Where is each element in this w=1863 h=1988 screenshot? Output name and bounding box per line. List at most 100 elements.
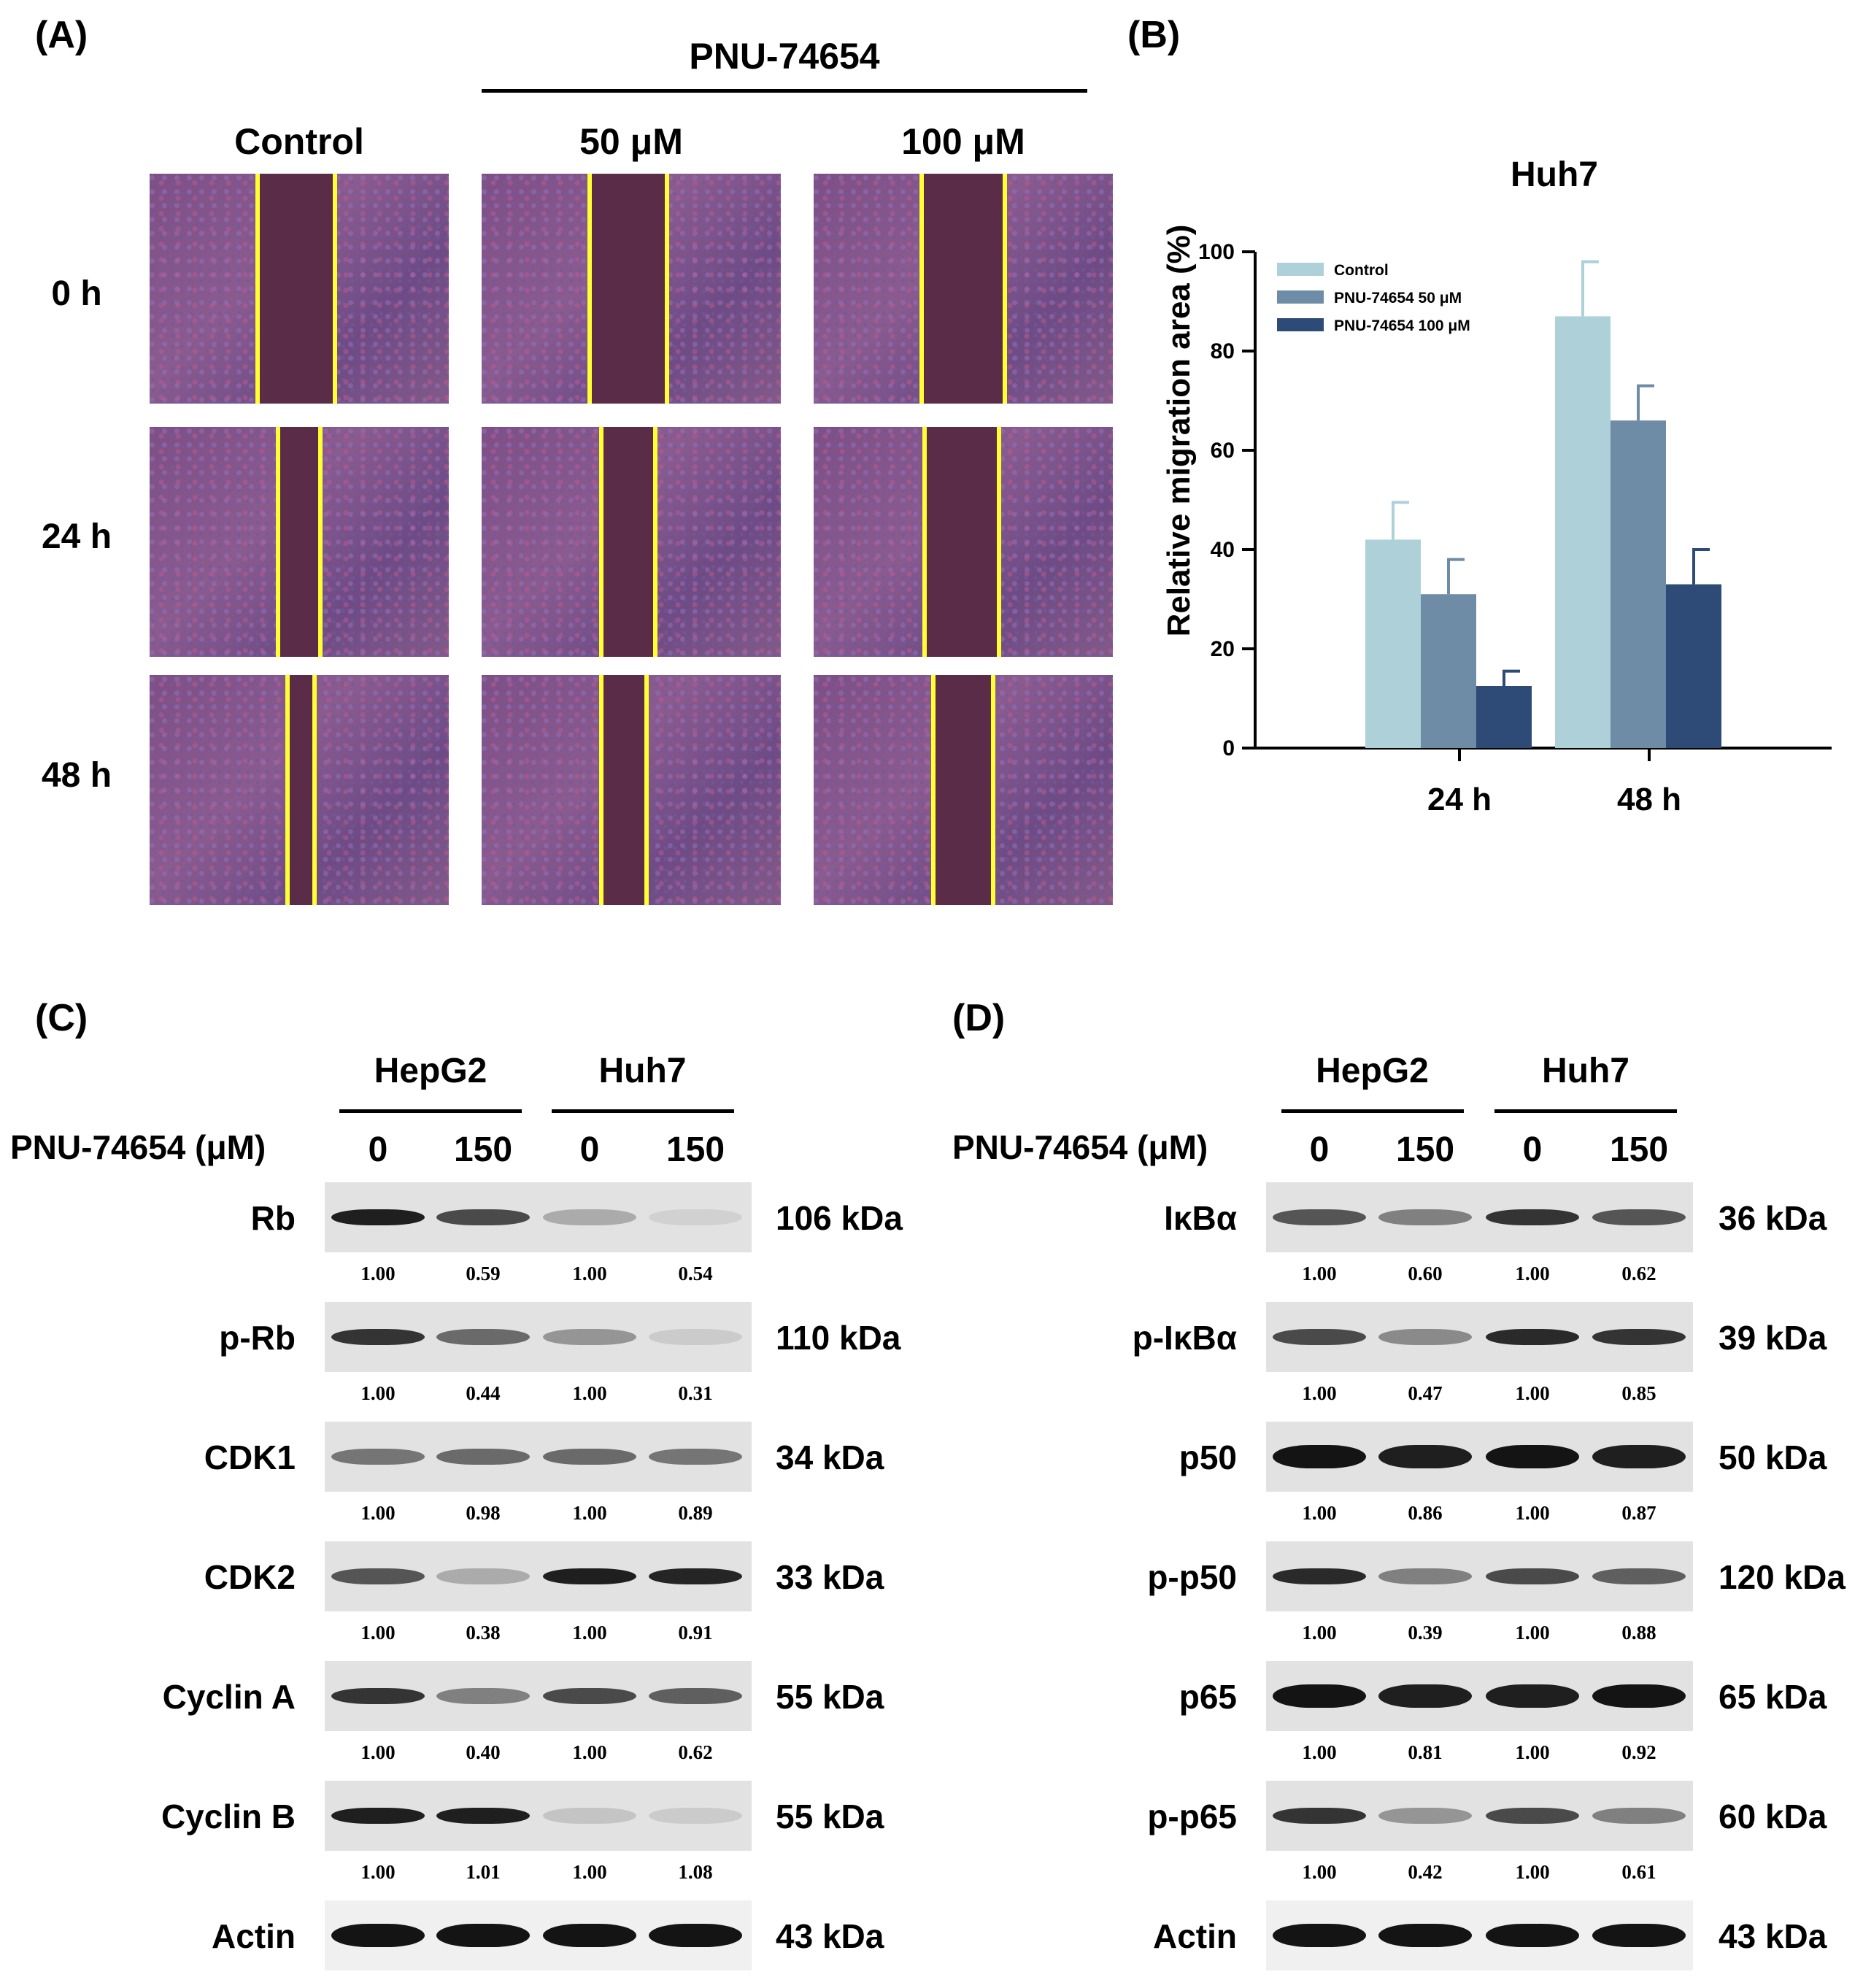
wound-edge-right xyxy=(312,675,317,905)
quant-value: 0.89 xyxy=(678,1502,713,1524)
protein-band xyxy=(1486,1924,1579,1947)
quant-value: 1.00 xyxy=(1302,1741,1337,1763)
wound-gap xyxy=(924,427,1000,657)
wound-edge-left xyxy=(599,427,603,657)
protein-band xyxy=(543,1329,636,1345)
protein-band xyxy=(649,1209,742,1225)
lane-label-4: 150 xyxy=(666,1130,725,1169)
wound-edge-right xyxy=(317,427,323,657)
protein-band xyxy=(1486,1329,1579,1345)
quant-value: 1.00 xyxy=(572,1622,607,1644)
quant-value: 0.91 xyxy=(678,1622,713,1644)
protein-band xyxy=(436,1924,530,1947)
panel-c-tag: (C) xyxy=(35,997,88,1039)
quant-value: 1.00 xyxy=(1302,1622,1337,1644)
lane-label-3: 0 xyxy=(579,1130,600,1169)
col-header-50: 50 μM xyxy=(579,121,683,162)
protein-band xyxy=(1486,1568,1579,1584)
wound-edge-right xyxy=(997,427,1002,657)
wound-edge-left xyxy=(255,174,260,404)
protein-band xyxy=(1592,1568,1686,1584)
protein-band xyxy=(649,1568,742,1584)
quant-value: 0.62 xyxy=(678,1741,713,1763)
blot-label-prb: p-Rb xyxy=(219,1319,296,1357)
lane-label-3: 0 xyxy=(1522,1130,1543,1169)
quant-value: 1.00 xyxy=(1302,1861,1337,1883)
cell-line-underline xyxy=(339,1109,522,1113)
protein-band xyxy=(1378,1209,1472,1225)
quant-value: 1.00 xyxy=(572,1263,607,1284)
protein-band xyxy=(1486,1445,1579,1468)
quant-value: 0.60 xyxy=(1408,1263,1443,1284)
cell-line-header-huh7: Huh7 xyxy=(1542,1052,1629,1090)
blot-label-p65: p65 xyxy=(1179,1678,1237,1716)
protein-band xyxy=(1273,1329,1366,1345)
molecular-weight-actin: 43 kDa xyxy=(1719,1917,1827,1955)
molecular-weight-pib: 39 kDa xyxy=(1719,1319,1827,1357)
scratch-image-r3-c2 xyxy=(482,675,781,905)
protein-band xyxy=(1378,1329,1472,1345)
molecular-weight-ib: 36 kDa xyxy=(1719,1199,1827,1237)
protein-band xyxy=(436,1688,530,1704)
bar-3-48h xyxy=(1666,584,1721,748)
protein-band xyxy=(543,1924,636,1947)
protein-band xyxy=(1592,1329,1686,1345)
scratch-image-r1-c1 xyxy=(150,174,449,404)
wound-edge-left xyxy=(276,427,281,657)
scratch-image-r2-c2 xyxy=(482,427,781,657)
quant-value: 0.92 xyxy=(1621,1741,1656,1763)
bar-1-48h xyxy=(1555,316,1611,748)
quant-value: 1.00 xyxy=(360,1622,396,1644)
molecular-weight-p65: 65 kDa xyxy=(1719,1678,1827,1716)
protein-band xyxy=(1592,1445,1686,1468)
cell-line-header-huh7: Huh7 xyxy=(598,1052,687,1090)
protein-band xyxy=(543,1209,636,1225)
protein-band xyxy=(1273,1924,1366,1947)
protein-band xyxy=(1273,1445,1366,1468)
wound-edge-right xyxy=(333,174,338,404)
row-label-24h: 24 h xyxy=(41,517,112,556)
y-tick-label: 80 xyxy=(1211,339,1235,363)
chart-y-axis-label: Relative migration area (%) xyxy=(1161,225,1197,637)
row-label-0h: 0 h xyxy=(51,274,102,313)
molecular-weight-rb: 106 kDa xyxy=(776,1199,903,1237)
quant-value: 1.00 xyxy=(360,1502,396,1524)
protein-band xyxy=(331,1449,425,1465)
protein-band xyxy=(649,1329,742,1345)
wound-gap xyxy=(601,427,655,657)
quant-value: 0.47 xyxy=(1408,1382,1443,1404)
protein-band xyxy=(1378,1568,1472,1584)
treatment-label: PNU-74654 (μM) xyxy=(952,1128,1208,1166)
protein-band xyxy=(436,1568,530,1584)
protein-band xyxy=(331,1924,425,1947)
quant-value: 0.86 xyxy=(1408,1502,1443,1524)
wound-edge-left xyxy=(922,427,927,657)
blot-label-pib: p-IκBα xyxy=(1132,1319,1237,1357)
protein-band xyxy=(1378,1808,1472,1824)
cell-line-header-hepg2: HepG2 xyxy=(374,1052,487,1090)
protein-band xyxy=(1273,1209,1366,1225)
wound-gap xyxy=(921,174,1006,404)
quant-value: 1.00 xyxy=(360,1861,396,1883)
protein-band xyxy=(1378,1924,1472,1947)
protein-band xyxy=(649,1924,742,1947)
blot-label-actin: Actin xyxy=(212,1917,296,1955)
quant-value: 0.61 xyxy=(1621,1861,1656,1883)
drug-header-line xyxy=(482,89,1087,93)
wound-edge-right xyxy=(1003,174,1008,404)
wound-edge-right xyxy=(652,427,657,657)
cell-line-header-hepg2: HepG2 xyxy=(1316,1052,1429,1090)
molecular-weight-p50: 50 kDa xyxy=(1719,1438,1827,1476)
quant-value: 0.38 xyxy=(466,1622,501,1644)
wound-gap xyxy=(933,675,993,905)
blot-label-rb: Rb xyxy=(250,1199,296,1237)
blot-label-pp50: p-p50 xyxy=(1147,1558,1237,1596)
molecular-weight-prb: 110 kDa xyxy=(776,1319,901,1357)
quant-value: 1.00 xyxy=(572,1502,607,1524)
lane-label-1: 0 xyxy=(1309,1130,1330,1169)
molecular-weight-pp50: 120 kDa xyxy=(1719,1558,1845,1596)
quant-value: 0.98 xyxy=(466,1502,501,1524)
blot-label-cdk1: CDK1 xyxy=(204,1438,296,1476)
protein-band xyxy=(543,1688,636,1704)
